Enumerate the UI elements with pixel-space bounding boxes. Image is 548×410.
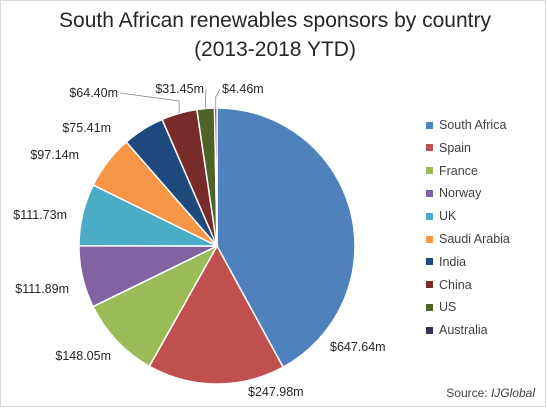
- legend-label: France: [439, 164, 478, 178]
- data-label: $64.40m: [69, 86, 118, 100]
- legend-swatch: [426, 122, 433, 129]
- legend-swatch: [426, 304, 433, 311]
- legend-swatch: [426, 213, 433, 220]
- legend-label: Australia: [439, 323, 488, 337]
- legend-label: US: [439, 300, 456, 314]
- legend-item: India: [426, 253, 466, 271]
- data-label: $647.64m: [330, 340, 386, 354]
- source-prefix: Source:: [446, 386, 487, 400]
- legend-swatch: [426, 327, 433, 334]
- data-label: $31.45m: [155, 82, 204, 96]
- legend-item: France: [426, 162, 478, 180]
- data-label: $4.46m: [222, 82, 264, 96]
- data-label: $111.89m: [15, 282, 69, 296]
- source-name: IJGlobal: [491, 386, 535, 400]
- legend-swatch: [426, 144, 433, 151]
- legend-item: Saudi Arabia: [426, 230, 510, 248]
- legend-label: UK: [439, 209, 456, 223]
- legend-label: China: [439, 278, 472, 292]
- legend-label: Spain: [439, 141, 471, 155]
- legend-swatch: [426, 281, 433, 288]
- legend-item: Norway: [426, 184, 481, 202]
- legend-label: India: [439, 255, 466, 269]
- leader-line: [120, 93, 179, 113]
- legend-label: Saudi Arabia: [439, 232, 510, 246]
- legend-swatch: [426, 236, 433, 243]
- data-label: $75.41m: [62, 121, 111, 135]
- data-label: $111.73m: [13, 208, 67, 222]
- legend-swatch: [426, 167, 433, 174]
- legend-item: China: [426, 276, 472, 294]
- legend-label: Norway: [439, 186, 481, 200]
- leader-line: [216, 89, 220, 108]
- data-label: $247.98m: [248, 385, 304, 399]
- legend-item: Australia: [426, 321, 488, 339]
- legend-item: South Africa: [426, 116, 506, 134]
- legend-item: UK: [426, 207, 456, 225]
- legend-item: Spain: [426, 139, 471, 157]
- legend-label: South Africa: [439, 118, 506, 132]
- legend-swatch: [426, 190, 433, 197]
- source-note: Source: IJGlobal: [446, 386, 535, 400]
- data-label: $148.05m: [55, 349, 111, 363]
- legend-swatch: [426, 258, 433, 265]
- data-label: $97.14m: [30, 148, 79, 162]
- legend-item: US: [426, 298, 456, 316]
- pie-slices: [79, 108, 355, 384]
